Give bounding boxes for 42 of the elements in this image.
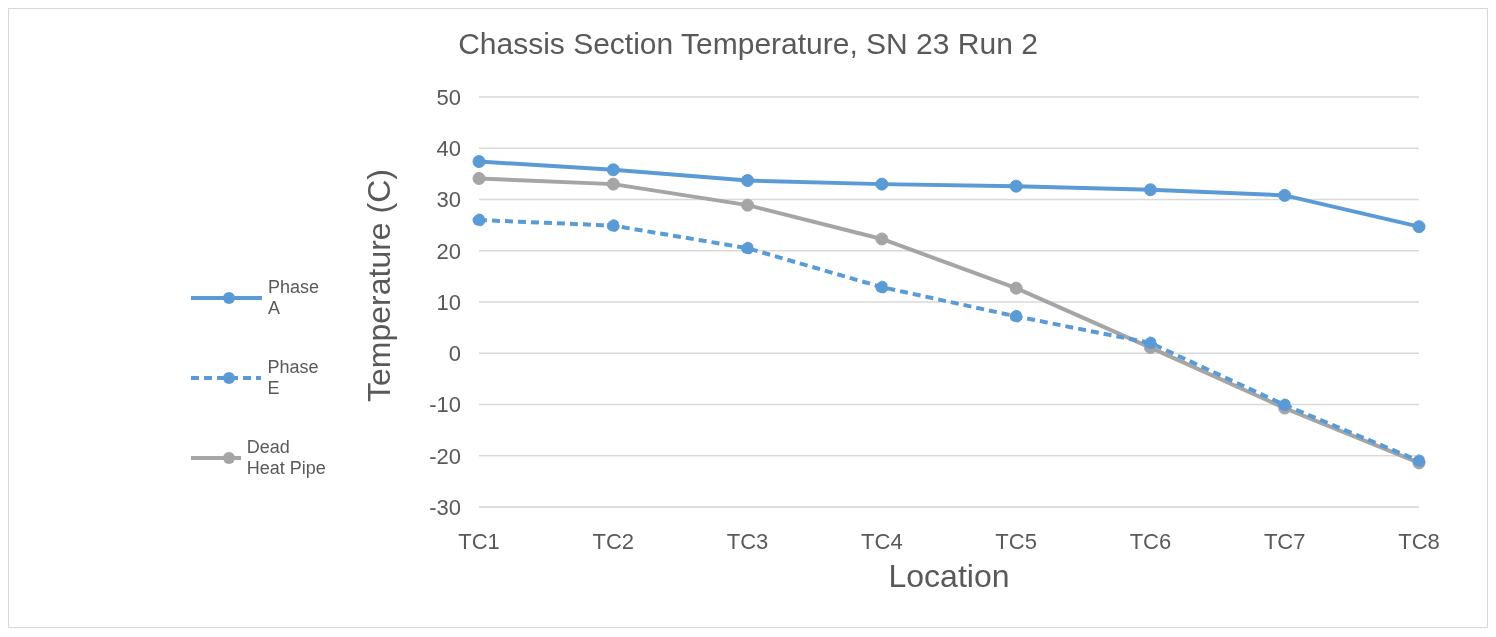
x-tick-label: TC3 [726,528,769,554]
y-axis-title: Temperature (C) [361,169,398,402]
y-tick-label: 50 [436,84,461,110]
legend-label: Phase E [267,357,320,399]
point [1143,183,1157,197]
y-tick-label: -30 [429,494,461,520]
point [472,213,486,227]
y-tick-label: 20 [436,238,461,264]
x-tick-label: TC7 [1263,528,1306,554]
point [875,280,889,294]
point [1009,179,1023,193]
point [606,163,620,177]
point [472,171,486,185]
point [741,241,755,255]
x-tick-label: TC2 [592,528,635,554]
point [1009,281,1023,295]
chart-title: Chassis Section Temperature, SN 23 Run 2 [457,27,1039,62]
x-tick-label: TC4 [861,528,903,554]
y-tick-label: 30 [436,187,461,213]
y-tick-label: 40 [436,136,461,162]
legend-label: Dead Heat Pipe [246,437,327,479]
point [1143,336,1157,350]
x-axis-title: Location [888,558,1010,594]
point [1412,220,1426,234]
point [1009,309,1023,323]
y-tick-label: -20 [429,443,461,469]
x-tick-label: TC8 [1398,528,1440,554]
x-tick-label: TC5 [995,528,1037,554]
point [606,219,620,233]
point [1278,188,1292,202]
y-tick-label: 10 [436,289,461,315]
point [875,232,889,246]
x-tick-label: TC6 [1129,528,1172,554]
point [741,174,755,188]
y-tick-label: -10 [429,392,461,418]
x-tick-label: TC1 [458,528,500,554]
point [472,155,486,169]
point [741,198,755,212]
point [875,177,889,191]
y-tick-label: 0 [448,341,461,367]
legend-label: Phase A [267,277,320,319]
point [606,177,620,191]
